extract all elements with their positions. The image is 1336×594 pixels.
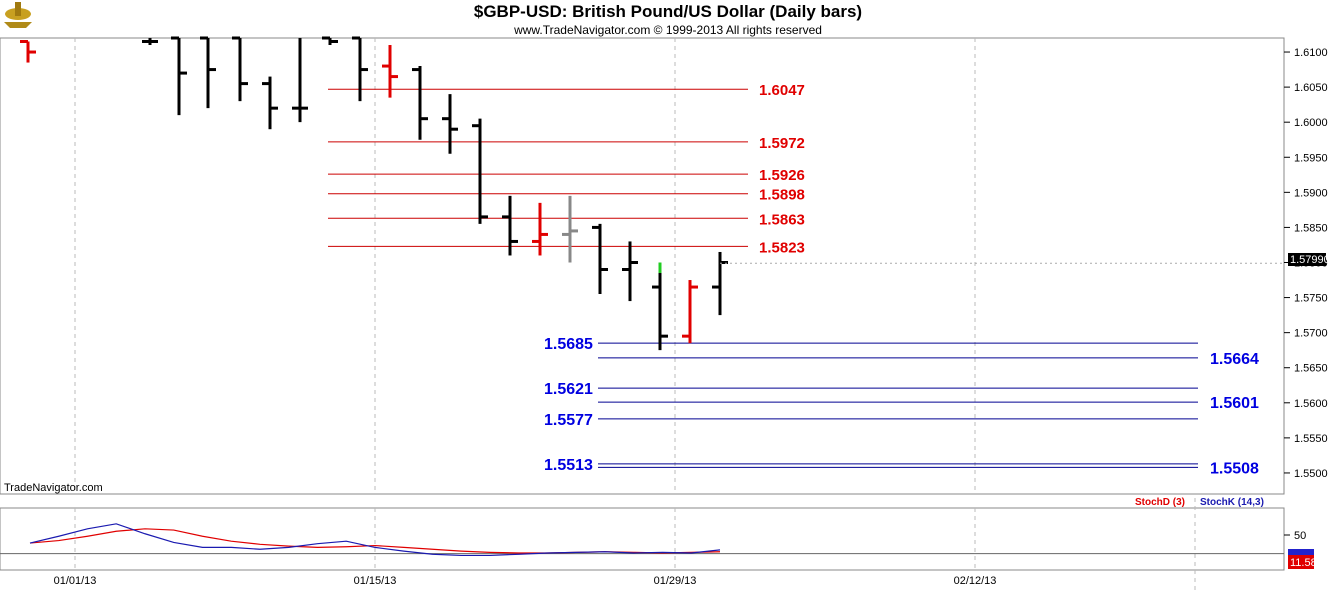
ohlc-bar [200,36,216,109]
ohlc-bar [382,45,398,98]
stoch-panel [0,507,1285,571]
support-label-left: 1.5621 [544,381,593,398]
support-label-left: 1.5685 [544,336,593,353]
ohlc-bar [682,280,698,344]
resistance-label: 1.6047 [759,82,805,99]
y-tick-label: 1.5850 [1294,222,1328,234]
y-tick-label: 1.5700 [1294,328,1328,340]
stoch-k-line [29,523,721,557]
ohlc-bar [712,251,728,316]
price-panel [0,37,1285,495]
stoch-y-tick-label: 50 [1294,530,1306,542]
levels: 1.6047 1.5972 1.5926 1.5898 1.5863 1.5823 1.56… [328,82,1259,477]
resistance-label: 1.5972 [759,135,805,152]
x-tick-label: 01/29/13 [654,575,697,587]
ohlc-bar [142,38,158,46]
ohlc-bar [502,195,518,256]
y-tick-label: 1.6000 [1294,117,1328,129]
ohlc-bar [232,36,248,102]
y-tick-label: 1.5900 [1294,187,1328,199]
ohlc-bar [592,223,608,295]
price-axis: 1.61001.60501.60001.59501.59001.58501.58… [1284,47,1328,480]
x-tick-label: 02/12/13 [954,575,997,587]
y-tick-label: 1.5750 [1294,293,1328,305]
ohlc-bar [532,202,548,256]
tradenavigator-logo-icon [4,2,32,28]
ohlc-bar [262,76,278,130]
chart-subtitle: www.TradeNavigator.com © 1999-2013 All r… [513,23,822,37]
y-tick-label: 1.5600 [1294,398,1328,410]
ohlc-bar [622,241,638,302]
ohlc-bar [20,40,36,63]
stoch-last-label: 11.58 [1290,557,1317,569]
y-tick-label: 1.5950 [1294,152,1328,164]
resistance-label: 1.5898 [759,187,805,204]
x-tick-label: 01/01/13 [54,575,97,587]
ohlc-bar [412,66,428,140]
ohlc-bar [322,36,338,46]
support-label-right: 1.5508 [1210,460,1259,477]
ohlc-bar [442,94,458,154]
support-label-left: 1.5577 [544,412,593,429]
last-price-box: 1.57990 [1288,253,1330,266]
ohlc-bar [562,195,578,263]
y-tick-label: 1.6100 [1294,47,1328,59]
y-tick-label: 1.5550 [1294,433,1328,445]
support-label-left: 1.5513 [544,457,593,474]
support-label-right: 1.5601 [1210,395,1259,412]
last-price-label: 1.57990 [1290,254,1330,266]
stochastic-indicator: 50 [0,523,1306,557]
y-tick-label: 1.5500 [1294,468,1328,480]
stoch-k-legend: StochK (14,3) [1200,497,1264,508]
resistance-label: 1.5926 [759,167,805,184]
resistance-label: 1.5863 [759,211,805,228]
ohlc-bars [20,36,1284,351]
chart-title: $GBP-USD: British Pound/US Dollar (Daily… [474,2,862,21]
ohlc-bar [652,262,668,351]
ohlc-bar [472,118,488,224]
ohlc-bar [352,36,368,102]
ohlc-bar [292,38,308,123]
date-axis: 01/01/13 01/15/13 01/29/13 02/12/13 [54,575,997,587]
x-tick-label: 01/15/13 [354,575,397,587]
stoch-last-box: 11.58 [1288,549,1317,569]
grid [74,38,1196,590]
y-tick-label: 1.5650 [1294,363,1328,375]
resistance-label: 1.5823 [759,239,805,256]
brand-label: TradeNavigator.com [4,482,103,494]
stoch-d-legend: StochD (3) [1135,497,1185,508]
y-tick-label: 1.6050 [1294,82,1328,94]
support-label-right: 1.5664 [1210,351,1259,368]
ohlc-bar [171,36,187,116]
